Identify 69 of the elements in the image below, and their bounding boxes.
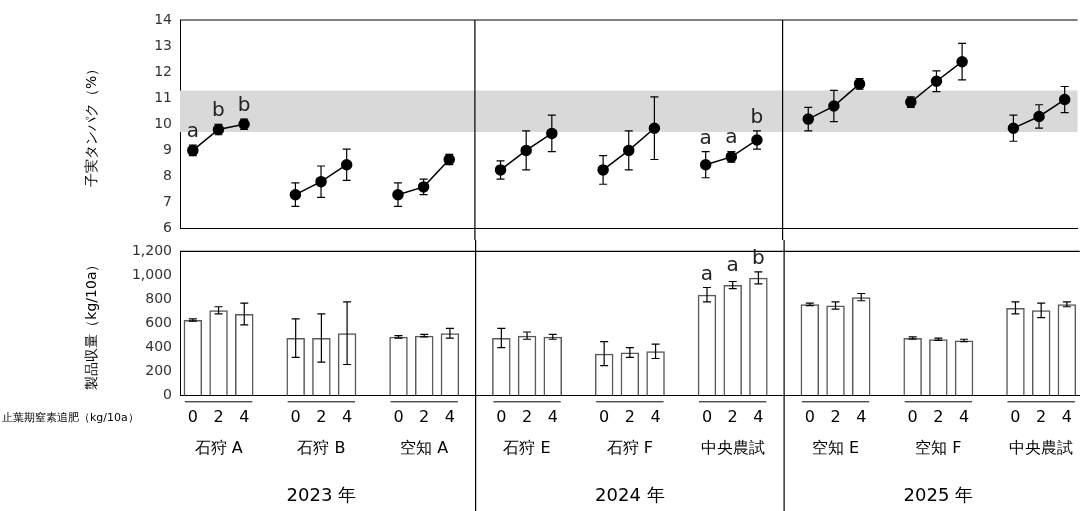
x-tick-label: 2 bbox=[419, 406, 430, 426]
text: 2025 年 bbox=[903, 483, 974, 505]
x-tick-label: 0 bbox=[701, 406, 713, 426]
y-tick-label: 400 bbox=[145, 338, 172, 355]
x-tick-label: 4 bbox=[547, 406, 558, 426]
x-tick-label: 4 bbox=[650, 406, 661, 426]
data-label: a bbox=[186, 117, 199, 142]
x-tick-label: 0 bbox=[907, 406, 918, 426]
y-axis-title: 子実タンパク（%） bbox=[83, 61, 100, 187]
x-tick-label: 2 bbox=[1036, 406, 1047, 426]
y-tick-label: 8 bbox=[163, 167, 172, 184]
data-label: a bbox=[725, 124, 738, 149]
text: 2023 年 bbox=[286, 483, 357, 505]
data-label: b bbox=[212, 96, 225, 121]
text: 石狩 E bbox=[503, 438, 551, 458]
y-tick-label: 1,200 bbox=[131, 242, 172, 259]
x-tick-label: 2 bbox=[830, 406, 841, 426]
text: 中央農試 bbox=[700, 438, 765, 458]
y-tick-label: 600 bbox=[145, 314, 172, 331]
y-tick-label: 10 bbox=[154, 114, 172, 131]
x-tick-label: 2 bbox=[624, 406, 635, 426]
x-tick-label: 0 bbox=[804, 406, 815, 426]
text: 空知 F bbox=[915, 438, 962, 458]
x-tick-label: 4 bbox=[444, 406, 456, 426]
point bbox=[520, 144, 532, 157]
y-tick-label: 200 bbox=[145, 362, 172, 379]
y-tick-label: 13 bbox=[154, 36, 172, 53]
text: 石狩 F bbox=[606, 438, 654, 458]
x-tick-label: 0 bbox=[393, 406, 404, 426]
x-tick-label: 4 bbox=[753, 406, 764, 426]
text: 2024 年 bbox=[595, 483, 665, 505]
x-tick-label: 0 bbox=[1010, 406, 1021, 426]
x-tick-label: 4 bbox=[958, 406, 970, 426]
y-tick-label: 14 bbox=[154, 10, 173, 27]
x-tick-label: 4 bbox=[342, 406, 353, 426]
data-label: b bbox=[237, 91, 251, 116]
y-tick-label: 1,000 bbox=[131, 266, 172, 283]
y-tick-label: 0 bbox=[163, 386, 172, 403]
x-tick-label: 4 bbox=[1061, 406, 1072, 426]
x-tick-label: 2 bbox=[213, 406, 224, 426]
data-label: b bbox=[752, 245, 765, 270]
x-tick-label: 4 bbox=[239, 406, 250, 426]
y-tick-label: 800 bbox=[145, 290, 172, 307]
x-tick-label: 2 bbox=[727, 406, 738, 426]
y-tick-label: 6 bbox=[163, 219, 173, 236]
y-axis-title: 製品収量（kg/10a） bbox=[83, 257, 100, 390]
y-tick-label: 7 bbox=[163, 193, 172, 210]
x-tick-label: 0 bbox=[290, 406, 301, 426]
x-tick-label: 2 bbox=[933, 406, 944, 426]
x-axis-title: 止葉期窒素追肥（kg/10a） bbox=[2, 410, 139, 424]
data-label: a bbox=[700, 260, 714, 285]
x-tick-label: 0 bbox=[599, 406, 610, 426]
data-label: a bbox=[726, 252, 739, 277]
y-tick-label: 11 bbox=[154, 88, 172, 105]
x-tick-label: 0 bbox=[496, 406, 507, 426]
x-tick-label: 2 bbox=[521, 406, 533, 426]
data-label: a bbox=[699, 124, 712, 149]
x-tick-label: 0 bbox=[187, 406, 198, 426]
text: 石狩 A bbox=[194, 438, 243, 458]
point bbox=[546, 127, 558, 140]
text: 中央農試 bbox=[1009, 438, 1074, 458]
y-tick-label: 12 bbox=[154, 62, 172, 79]
x-tick-label: 4 bbox=[856, 406, 867, 426]
x-tick-label: 2 bbox=[316, 406, 327, 426]
text: 空知 E bbox=[811, 438, 860, 458]
y-tick-label: 9 bbox=[163, 141, 172, 158]
data-label: b bbox=[750, 104, 764, 129]
text: 石狩 B bbox=[297, 438, 346, 458]
text: 空知 A bbox=[400, 438, 449, 458]
